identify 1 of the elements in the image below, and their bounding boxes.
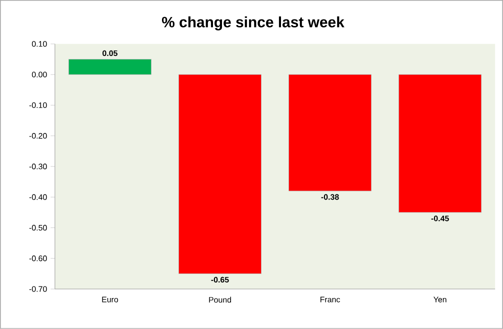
chart-title: % change since last week (162, 16, 344, 30)
